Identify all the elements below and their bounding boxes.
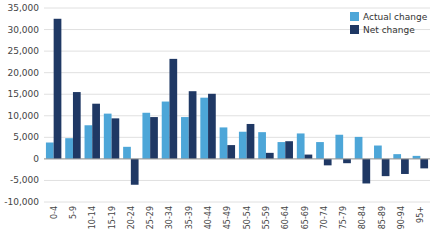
bar: [393, 154, 401, 159]
grid-line: [44, 51, 430, 52]
bar: [285, 141, 293, 159]
x-tick-label: 80-84: [358, 206, 367, 229]
bar: [46, 143, 54, 159]
chart: -10,000 -5,000 0 5,000 10,000 15,000 20,000 25,…: [0, 0, 438, 242]
bar: [239, 132, 247, 159]
x-tick-label: 60-64: [281, 206, 290, 229]
bar: [266, 153, 274, 159]
bar: [297, 133, 305, 158]
bar: [374, 146, 382, 159]
bar: [355, 137, 363, 159]
grid-line: [44, 8, 430, 9]
y-tick-label: 35,000: [8, 3, 40, 13]
grid-line: [44, 72, 430, 73]
bars: [46, 19, 428, 185]
bar: [382, 159, 390, 176]
y-axis: -10,000 -5,000 0 5,000 10,000 15,000 20,000 25,…: [4, 3, 39, 207]
x-tick-label: 55-59: [262, 206, 271, 229]
x-tick-label: 40-44: [204, 206, 213, 229]
grid: [44, 8, 430, 202]
y-tick-label: 5,000: [13, 132, 39, 142]
x-tick-label: 85-89: [378, 206, 387, 229]
x-tick-label: 50-54: [243, 206, 252, 229]
bar: [278, 142, 286, 159]
x-tick-label: 10-14: [88, 206, 97, 229]
x-axis: 0-4 5-9 10-14 15-19 20-24 25-29 30-34 35-39 40-4…: [50, 206, 426, 229]
bar: [324, 159, 332, 165]
zero-line: [44, 158, 430, 159]
x-tick-label: 30-34: [165, 206, 174, 229]
bar: [92, 104, 100, 159]
bar: [142, 113, 150, 159]
bar: [162, 102, 170, 159]
bar: [305, 155, 313, 159]
y-tick-label: 30,000: [8, 25, 40, 35]
bar: [401, 159, 409, 174]
bar: [335, 135, 343, 159]
bar: [189, 91, 197, 159]
bar: [65, 138, 73, 159]
y-tick-label: -5,000: [10, 175, 39, 185]
x-tick-label: 45-49: [223, 206, 232, 229]
bar: [316, 142, 324, 159]
y-tick-label: 20,000: [8, 68, 40, 78]
bar: [208, 94, 216, 159]
bar: [73, 92, 81, 159]
bar: [343, 159, 351, 163]
bar: [123, 147, 131, 159]
grid-line: [44, 158, 430, 159]
legend-label: Actual change: [363, 12, 428, 22]
y-tick-label: 10,000: [8, 111, 40, 121]
y-tick-label: 0: [33, 154, 39, 164]
bar: [247, 124, 255, 159]
legend: Actual change Net change: [350, 12, 428, 35]
grid-line: [44, 115, 430, 116]
grid-line: [44, 137, 430, 138]
x-tick-label: 70-74: [320, 206, 329, 229]
bar: [169, 59, 177, 159]
x-tick-label: 0-4: [50, 206, 59, 219]
x-tick-label: 20-24: [127, 206, 136, 229]
x-tick-label: 25-29: [146, 206, 155, 229]
bar: [181, 117, 189, 159]
x-tick-label: 75-79: [339, 206, 348, 229]
y-tick-label: -10,000: [4, 197, 39, 207]
bar: [220, 127, 228, 158]
grid-line: [44, 180, 430, 181]
bar: [258, 132, 266, 159]
y-tick-label: 15,000: [8, 89, 40, 99]
x-tick-label: 5-9: [69, 206, 78, 219]
legend-label: Net change: [363, 25, 415, 35]
legend-swatch: [350, 25, 359, 34]
grid-line: [44, 94, 430, 95]
x-tick-label: 65-69: [301, 206, 310, 229]
y-tick-label: 25,000: [8, 46, 40, 56]
bar: [85, 125, 93, 159]
grid-line: [44, 202, 430, 203]
bar: [104, 114, 112, 159]
bar: [200, 98, 208, 159]
bar: [150, 117, 158, 159]
x-tick-label: 35-39: [185, 206, 194, 229]
bar: [420, 159, 428, 168]
bar: [362, 159, 370, 184]
bar: [112, 118, 120, 159]
x-tick-label: 95+: [416, 206, 425, 223]
bar: [54, 19, 62, 159]
x-tick-label: 90-94: [397, 206, 406, 229]
x-tick-label: 15-19: [108, 206, 117, 229]
bar: [227, 145, 235, 159]
bar: [131, 159, 139, 185]
legend-swatch: [350, 12, 359, 21]
